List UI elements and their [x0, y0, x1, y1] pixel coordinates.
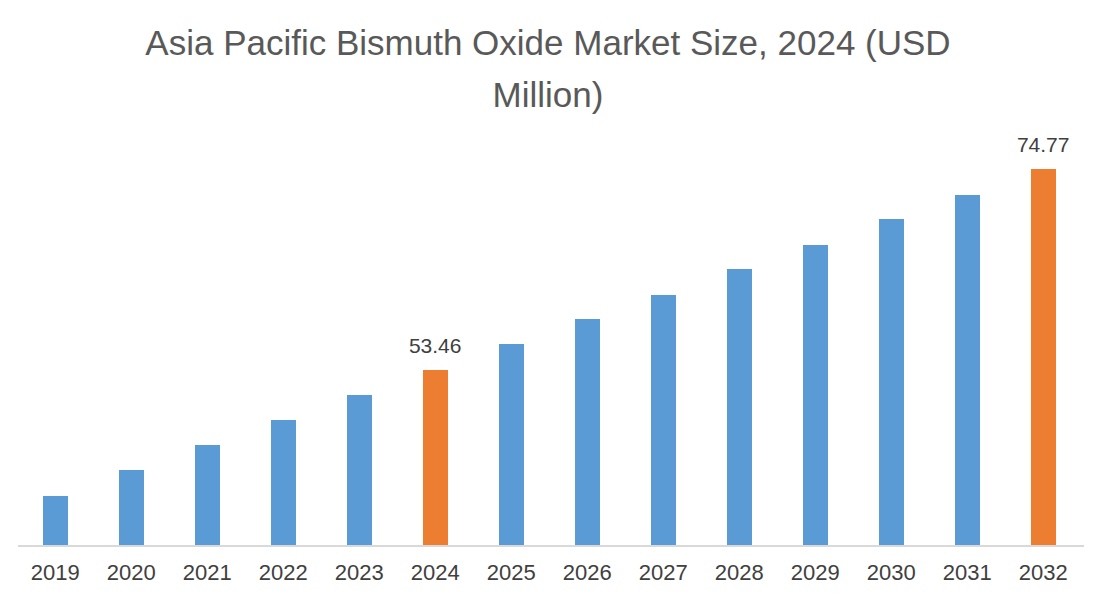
chart-title-line-1: Asia Pacific Bismuth Oxide Market Size, … [0, 17, 1096, 69]
x-axis-label-2032: 2032 [1005, 561, 1081, 585]
bar-2024 [423, 370, 448, 545]
x-axis-label-2029: 2029 [777, 561, 853, 585]
bar-2031 [955, 195, 980, 545]
bar-2028 [727, 269, 752, 545]
x-axis-label-2020: 2020 [93, 561, 169, 585]
bar-2029 [803, 245, 828, 545]
x-axis-label-2021: 2021 [169, 561, 245, 585]
x-axis-label-2027: 2027 [625, 561, 701, 585]
bar-2021 [195, 445, 220, 545]
x-axis-label-2024: 2024 [397, 561, 473, 585]
bar-2032 [1031, 169, 1056, 545]
x-axis-label-2022: 2022 [245, 561, 321, 585]
x-axis-label-2025: 2025 [473, 561, 549, 585]
bar-2022 [271, 420, 296, 545]
x-axis-label-2031: 2031 [929, 561, 1005, 585]
bar-2019 [43, 496, 68, 545]
bar-2023 [347, 395, 372, 545]
chart-title-line-2: Million) [0, 69, 1096, 121]
x-axis-label-2023: 2023 [321, 561, 397, 585]
x-axis-label-2030: 2030 [853, 561, 929, 585]
data-label-2032: 74.77 [1001, 133, 1085, 157]
bar-2025 [499, 344, 524, 545]
x-axis-label-2028: 2028 [701, 561, 777, 585]
bar-2020 [119, 470, 144, 545]
x-axis-line [18, 545, 1084, 547]
bar-2027 [651, 295, 676, 545]
x-axis-label-2026: 2026 [549, 561, 625, 585]
x-axis-label-2019: 2019 [17, 561, 93, 585]
data-label-2024: 53.46 [393, 334, 477, 358]
chart-title: Asia Pacific Bismuth Oxide Market Size, … [0, 17, 1096, 121]
bar-2030 [879, 219, 904, 545]
bar-2026 [575, 319, 600, 545]
chart-page: Asia Pacific Bismuth Oxide Market Size, … [0, 0, 1096, 600]
